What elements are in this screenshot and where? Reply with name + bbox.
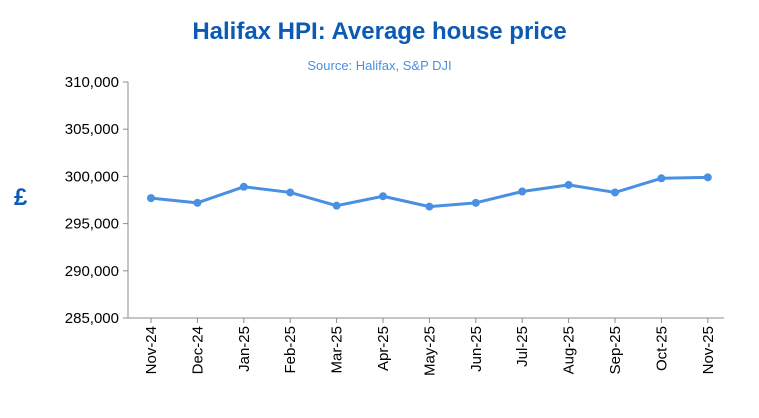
x-tick-label: Jun-25 (468, 326, 485, 372)
x-tick-label: Apr-25 (375, 326, 392, 371)
x-tick-label: Dec-24 (189, 326, 206, 374)
y-tick-label: 300,000 (65, 168, 119, 185)
x-tick-label: May-25 (421, 326, 438, 376)
x-tick-label: Jul-25 (514, 326, 531, 367)
data-point (564, 180, 573, 189)
chart-subtitle: Source: Halifax, S&P DJI (307, 58, 452, 73)
x-tick-label: Mar-25 (329, 326, 346, 374)
data-point (518, 187, 527, 196)
data-point (239, 182, 248, 191)
data-point (286, 188, 295, 197)
x-tick-label: Oct-25 (653, 326, 670, 371)
y-tick-label: 290,000 (65, 263, 119, 280)
data-point (425, 202, 434, 211)
x-axis-ticks: Nov-24 Dec-24 Jan-25 Feb-25 Mar-25 Apr-25 May-… (143, 318, 717, 376)
data-point (379, 192, 387, 201)
y-axis-ticks: 285,000 290,000 295,000 300,000 305,000 310,0… (65, 74, 128, 327)
y-axis-label: £ (14, 184, 28, 211)
data-point (703, 173, 712, 182)
x-tick-label: Nov-24 (143, 326, 160, 374)
series (147, 173, 712, 211)
data-point (332, 201, 341, 210)
data-point (657, 174, 666, 183)
y-tick-label: 285,000 (65, 310, 119, 327)
chart-title: Halifax HPI: Average house price (192, 18, 567, 45)
data-point (147, 194, 155, 203)
y-tick-label: 310,000 (65, 74, 119, 91)
x-tick-label: Aug-25 (561, 326, 578, 374)
x-tick-label: Sep-25 (607, 326, 624, 374)
y-tick-label: 295,000 (65, 216, 119, 233)
y-tick-label: 305,000 (65, 121, 119, 138)
x-tick-label: Jan-25 (236, 326, 253, 372)
x-tick-label: Nov-25 (700, 326, 717, 374)
series-line (150, 175, 708, 209)
data-point (471, 198, 480, 207)
data-point (611, 188, 619, 197)
x-tick-label: Feb-25 (282, 326, 299, 374)
axes (127, 82, 724, 319)
data-point (193, 198, 202, 207)
